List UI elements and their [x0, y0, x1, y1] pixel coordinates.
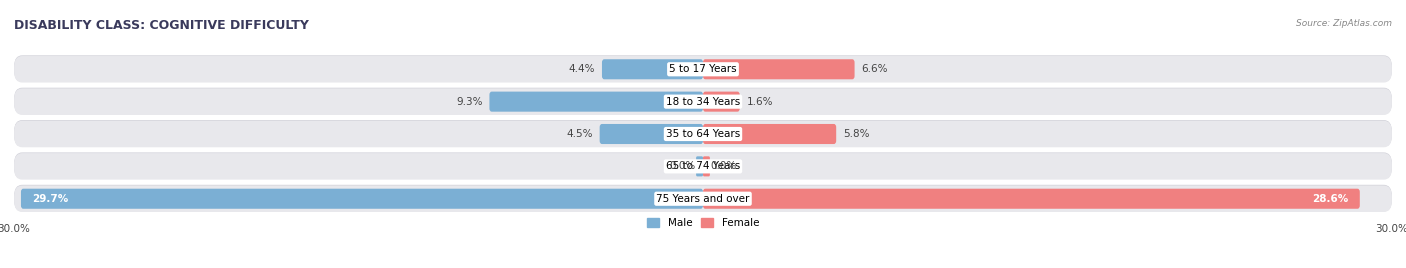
- Legend: Male, Female: Male, Female: [647, 218, 759, 228]
- Text: 0.0%: 0.0%: [710, 161, 737, 171]
- Text: 29.7%: 29.7%: [32, 194, 69, 204]
- Text: 5.8%: 5.8%: [844, 129, 869, 139]
- FancyBboxPatch shape: [21, 189, 703, 209]
- FancyBboxPatch shape: [703, 156, 710, 176]
- FancyBboxPatch shape: [489, 92, 703, 112]
- Text: 75 Years and over: 75 Years and over: [657, 194, 749, 204]
- FancyBboxPatch shape: [14, 120, 1392, 147]
- Text: DISABILITY CLASS: COGNITIVE DIFFICULTY: DISABILITY CLASS: COGNITIVE DIFFICULTY: [14, 19, 309, 32]
- Text: 9.3%: 9.3%: [456, 97, 482, 107]
- Text: 4.4%: 4.4%: [568, 64, 595, 74]
- FancyBboxPatch shape: [14, 88, 1392, 115]
- FancyBboxPatch shape: [703, 124, 837, 144]
- FancyBboxPatch shape: [703, 92, 740, 112]
- Text: 0.0%: 0.0%: [669, 161, 696, 171]
- Text: 28.6%: 28.6%: [1312, 194, 1348, 204]
- Text: 4.5%: 4.5%: [567, 129, 593, 139]
- FancyBboxPatch shape: [14, 152, 1392, 179]
- FancyBboxPatch shape: [14, 185, 1392, 211]
- FancyBboxPatch shape: [696, 156, 703, 176]
- FancyBboxPatch shape: [14, 185, 1392, 212]
- Text: 1.6%: 1.6%: [747, 97, 773, 107]
- FancyBboxPatch shape: [14, 153, 1392, 180]
- Text: Source: ZipAtlas.com: Source: ZipAtlas.com: [1296, 19, 1392, 28]
- FancyBboxPatch shape: [14, 88, 1392, 114]
- FancyBboxPatch shape: [14, 56, 1392, 83]
- FancyBboxPatch shape: [703, 189, 1360, 209]
- FancyBboxPatch shape: [14, 55, 1392, 82]
- FancyBboxPatch shape: [14, 121, 1392, 147]
- Text: 6.6%: 6.6%: [862, 64, 889, 74]
- Text: 35 to 64 Years: 35 to 64 Years: [666, 129, 740, 139]
- FancyBboxPatch shape: [602, 59, 703, 79]
- Text: 18 to 34 Years: 18 to 34 Years: [666, 97, 740, 107]
- FancyBboxPatch shape: [703, 59, 855, 79]
- Text: 5 to 17 Years: 5 to 17 Years: [669, 64, 737, 74]
- Text: 65 to 74 Years: 65 to 74 Years: [666, 161, 740, 171]
- FancyBboxPatch shape: [599, 124, 703, 144]
